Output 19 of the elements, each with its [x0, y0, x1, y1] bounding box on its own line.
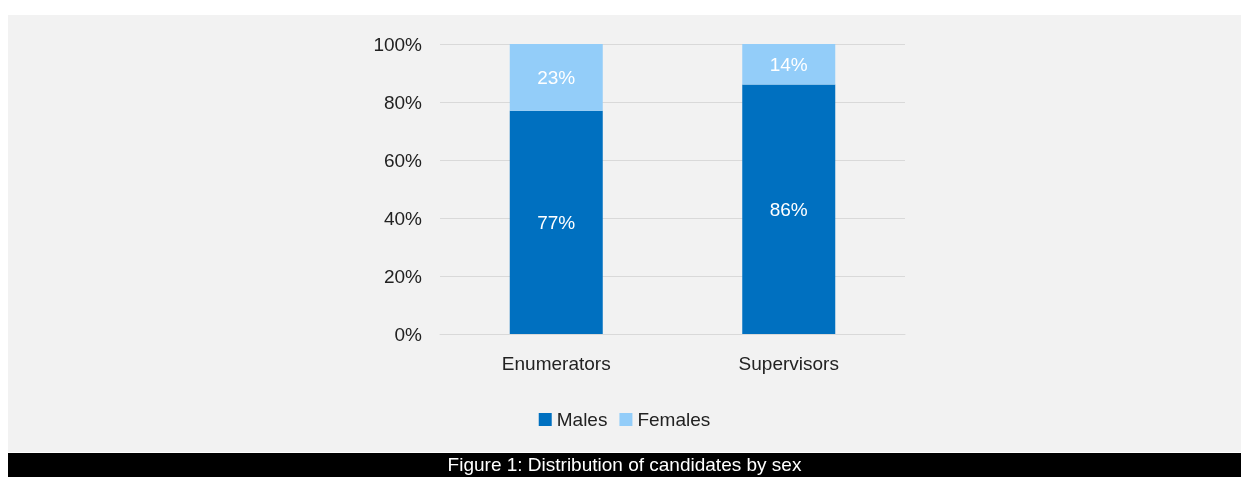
x-tick-label: Supervisors [738, 353, 839, 374]
y-tick-label: 0% [394, 323, 423, 345]
y-tick-label: 20% [383, 265, 423, 287]
bar [509, 44, 603, 111]
legend-label: Females [637, 409, 711, 430]
bar [742, 84, 836, 334]
data-label: 77% [537, 211, 576, 233]
data-label: 86% [769, 198, 808, 220]
y-tick-label: 100% [373, 33, 423, 55]
caption: Figure 1: Distribution of candidates by sex [8, 453, 1241, 477]
x-tick-label: Enumerators [501, 353, 611, 374]
bar [742, 44, 836, 85]
y-tick-label: 40% [383, 207, 423, 229]
y-tick-label: 60% [383, 149, 423, 171]
bar [509, 110, 603, 334]
legend-label: Males [556, 409, 608, 430]
data-label: 23% [537, 66, 576, 88]
y-tick-label: 80% [383, 91, 423, 113]
data-label: 14% [769, 53, 808, 75]
